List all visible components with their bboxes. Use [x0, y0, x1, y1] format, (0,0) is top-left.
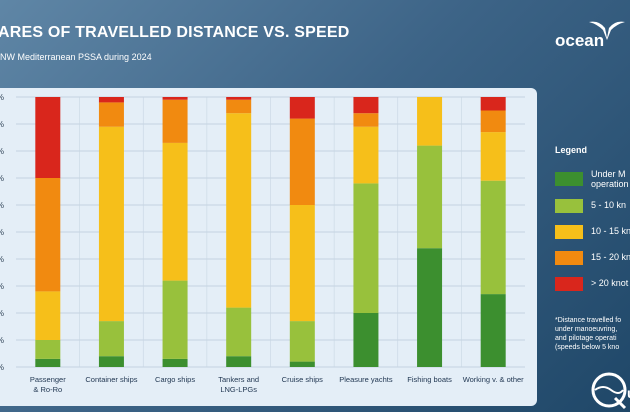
legend-label: > 20 knot — [591, 278, 629, 288]
bar-segment — [98, 321, 124, 357]
y-tick-label: % — [0, 309, 4, 318]
bar-segment — [417, 97, 443, 146]
ocean-logo: ocean — [555, 16, 630, 60]
bar-segment — [226, 307, 252, 357]
footnote: *Distance travelled fo under manoeuvring,… — [555, 316, 621, 352]
bar-segment — [289, 118, 315, 205]
legend-swatch — [555, 199, 583, 213]
y-tick-label: % — [0, 336, 4, 345]
x-tick-label: Passenger & Ro-Ro — [30, 375, 66, 394]
chart-subtitle: NW Mediterranean PSSA during 2024 — [0, 52, 152, 62]
bar-segment — [353, 126, 379, 184]
bar-segment — [162, 142, 188, 281]
y-tick-label: % — [0, 147, 4, 156]
y-tick-label: % — [0, 228, 4, 237]
y-tick-label: % — [0, 174, 4, 183]
legend-swatch — [555, 172, 583, 186]
legend-label: 5 - 10 kn — [591, 200, 627, 210]
bar-segment — [35, 358, 61, 367]
x-tick-label: Fishing boats — [407, 375, 452, 384]
bar-segment — [289, 97, 315, 119]
chart-title: ARES OF TRAVELLED DISTANCE VS. SPEED — [0, 24, 350, 41]
bar-segment — [35, 291, 61, 340]
logo-text: ocean — [555, 31, 605, 50]
footnote-line: under manoeuvring, — [555, 326, 618, 333]
bar-segment — [480, 132, 506, 181]
chart-panel — [0, 88, 537, 406]
bar-segment — [353, 113, 379, 127]
bar-segment — [162, 97, 188, 100]
bar-segment — [35, 340, 61, 359]
x-tick-label: Tankers and LNG-LPGs — [218, 375, 259, 394]
legend-swatch — [555, 225, 583, 239]
x-tick-label: Cruise ships — [282, 375, 324, 384]
bar-segment — [162, 280, 188, 359]
bar-segment — [35, 97, 61, 178]
bar-segment — [35, 178, 61, 292]
bar-segment — [98, 102, 124, 127]
bar-segment — [289, 321, 315, 362]
y-tick-label: % — [0, 93, 4, 102]
whale-tail-icon — [589, 21, 625, 40]
y-tick-label: % — [0, 363, 4, 372]
footnote-line: and pilotage operati — [555, 335, 617, 342]
bar-segment — [289, 361, 315, 367]
bar-segment — [353, 183, 379, 313]
bar-segment — [480, 294, 506, 367]
bar-segment — [480, 110, 506, 133]
footnote-line: *Distance travelled fo — [555, 317, 622, 324]
bar-segment — [226, 99, 252, 114]
x-tick-label: Cargo ships — [155, 375, 195, 384]
x-tick-label: Pleasure yachts — [339, 375, 393, 384]
x-tick-label: Working v. & other — [463, 375, 524, 384]
y-tick-label: % — [0, 255, 4, 264]
bar-segment — [353, 97, 379, 114]
bar-segment — [226, 113, 252, 308]
bar-segment — [226, 97, 252, 100]
legend-swatch — [555, 277, 583, 291]
y-tick-label: % — [0, 282, 4, 291]
bar-segment — [480, 180, 506, 295]
q-logo-icon: u — [591, 372, 630, 410]
bar-segment — [98, 97, 124, 103]
svg-text:u: u — [627, 385, 630, 401]
bar-segment — [162, 99, 188, 143]
legend-swatch — [555, 251, 583, 265]
bar-segment — [353, 313, 379, 367]
bar-segment — [417, 145, 443, 249]
y-tick-label: % — [0, 201, 4, 210]
bar-segment — [480, 97, 506, 111]
bar-segment — [162, 358, 188, 367]
legend-title: Legend — [555, 145, 588, 155]
y-tick-label: % — [0, 120, 4, 129]
bar-segment — [98, 126, 124, 322]
legend-label: 10 - 15 kn — [591, 226, 630, 236]
x-tick-label: Container ships — [85, 375, 137, 384]
stacked-bar-chart: %%%%%%%%%%% Passenger& Ro-Ro Container shi… — [0, 93, 525, 394]
bar-segment — [226, 356, 252, 367]
bar-segment — [289, 205, 315, 322]
legend-label: 15 - 20 kn — [591, 252, 630, 262]
bar-segment — [417, 248, 443, 367]
footnote-line: (speeds below 5 kno — [555, 344, 620, 351]
bar-segment — [98, 356, 124, 367]
